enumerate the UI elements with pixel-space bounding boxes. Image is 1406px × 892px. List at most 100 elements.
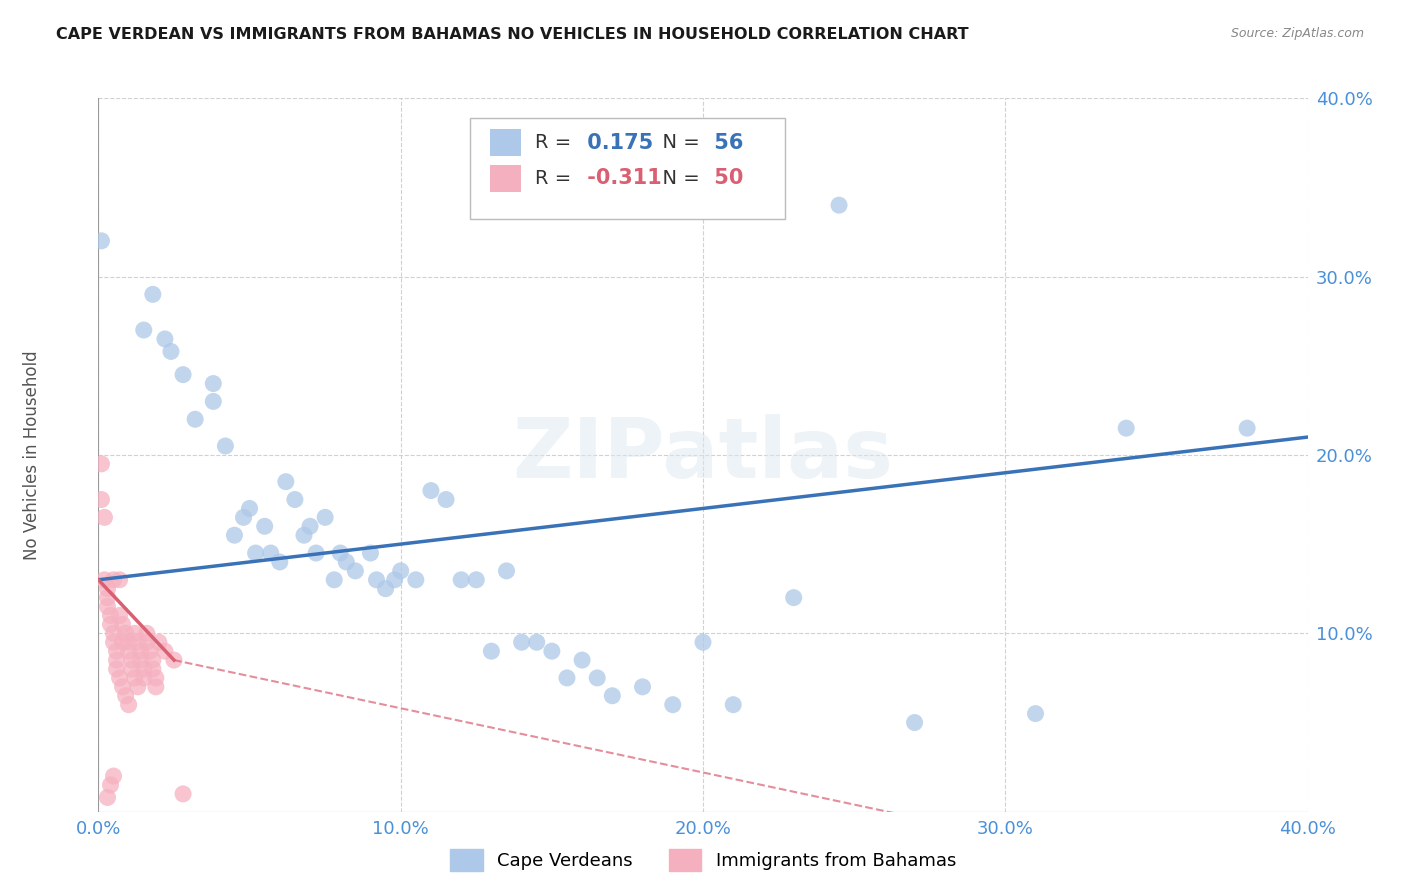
Point <box>571 653 593 667</box>
Point <box>299 519 322 533</box>
Point <box>127 680 149 694</box>
Point <box>132 662 155 676</box>
Point <box>103 769 125 783</box>
Point <box>129 653 152 667</box>
Point <box>142 662 165 676</box>
Point <box>374 582 396 596</box>
Point <box>93 510 115 524</box>
Text: 56: 56 <box>707 133 742 153</box>
Point <box>465 573 488 587</box>
Point <box>1236 421 1258 435</box>
Point <box>114 626 136 640</box>
Text: -0.311: -0.311 <box>581 169 662 188</box>
Text: Source: ZipAtlas.com: Source: ZipAtlas.com <box>1230 27 1364 40</box>
Text: R =: R = <box>536 133 571 153</box>
Point <box>163 653 186 667</box>
Point <box>1024 706 1046 721</box>
Point <box>124 626 146 640</box>
Point <box>214 439 236 453</box>
Point <box>239 501 262 516</box>
Text: No Vehicles in Household: No Vehicles in Household <box>22 350 41 560</box>
Point <box>96 790 118 805</box>
Point <box>540 644 562 658</box>
Text: 50: 50 <box>707 169 742 188</box>
Point <box>253 519 276 533</box>
Legend: Cape Verdeans, Immigrants from Bahamas: Cape Verdeans, Immigrants from Bahamas <box>443 842 963 879</box>
Point <box>90 234 112 248</box>
Point <box>274 475 297 489</box>
Point <box>526 635 548 649</box>
Point <box>828 198 851 212</box>
Point <box>118 698 141 712</box>
Point <box>284 492 307 507</box>
Text: 0.175: 0.175 <box>581 133 654 153</box>
Point <box>782 591 804 605</box>
Point <box>184 412 207 426</box>
Point <box>434 492 457 507</box>
Point <box>602 689 624 703</box>
Point <box>96 582 118 596</box>
Point <box>118 644 141 658</box>
Point <box>100 617 122 632</box>
Text: CAPE VERDEAN VS IMMIGRANTS FROM BAHAMAS NO VEHICLES IN HOUSEHOLD CORRELATION CHA: CAPE VERDEAN VS IMMIGRANTS FROM BAHAMAS … <box>56 27 969 42</box>
Point <box>305 546 328 560</box>
Point <box>135 626 157 640</box>
Point <box>405 573 427 587</box>
Point <box>103 635 125 649</box>
Point <box>172 368 194 382</box>
Point <box>142 287 165 301</box>
Point <box>481 644 503 658</box>
Point <box>105 653 128 667</box>
Point <box>419 483 441 498</box>
Point <box>323 573 346 587</box>
Point <box>721 698 744 712</box>
Point <box>384 573 406 587</box>
Point <box>269 555 291 569</box>
Point <box>108 671 131 685</box>
Point <box>314 510 336 524</box>
Point <box>148 635 170 649</box>
Point <box>93 573 115 587</box>
Point <box>153 644 176 658</box>
Point <box>96 599 118 614</box>
Point <box>360 546 382 560</box>
Point <box>344 564 367 578</box>
Point <box>202 376 225 391</box>
Point <box>105 644 128 658</box>
Point <box>118 635 141 649</box>
Point <box>329 546 352 560</box>
Point <box>103 573 125 587</box>
Point <box>111 617 134 632</box>
Point <box>132 323 155 337</box>
Point <box>366 573 388 587</box>
Point <box>108 573 131 587</box>
Point <box>586 671 609 685</box>
Point <box>153 332 176 346</box>
Point <box>121 662 143 676</box>
Point <box>96 591 118 605</box>
Point <box>389 564 412 578</box>
Point <box>232 510 254 524</box>
Point <box>245 546 267 560</box>
Point <box>127 635 149 649</box>
Point <box>121 653 143 667</box>
Point <box>105 662 128 676</box>
Point <box>111 680 134 694</box>
Point <box>100 778 122 792</box>
Text: R =: R = <box>536 169 571 188</box>
Point <box>111 635 134 649</box>
Point <box>631 680 654 694</box>
Point <box>145 671 167 685</box>
Point <box>129 644 152 658</box>
Text: ZIPatlas: ZIPatlas <box>513 415 893 495</box>
Point <box>90 492 112 507</box>
Point <box>108 608 131 623</box>
Text: N =: N = <box>651 133 700 153</box>
Point <box>661 698 683 712</box>
Point <box>103 626 125 640</box>
Point <box>139 644 162 658</box>
Point <box>495 564 517 578</box>
Text: N =: N = <box>651 169 700 188</box>
Point <box>142 653 165 667</box>
Point <box>135 635 157 649</box>
